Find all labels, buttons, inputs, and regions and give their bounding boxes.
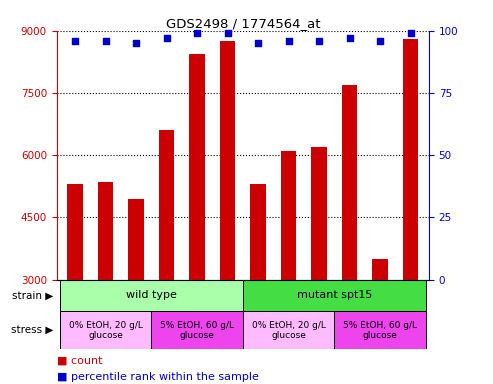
Point bbox=[346, 35, 353, 41]
Bar bbox=[151, 311, 243, 349]
Bar bbox=[243, 311, 334, 349]
Text: 5% EtOH, 60 g/L
glucose: 5% EtOH, 60 g/L glucose bbox=[160, 321, 234, 340]
Bar bbox=[60, 311, 151, 349]
Title: GDS2498 / 1774564_at: GDS2498 / 1774564_at bbox=[166, 17, 320, 30]
Point bbox=[193, 30, 201, 36]
Bar bbox=[189, 53, 205, 280]
Bar bbox=[403, 39, 418, 280]
Bar bbox=[281, 151, 296, 280]
Text: 5% EtOH, 60 g/L
glucose: 5% EtOH, 60 g/L glucose bbox=[343, 321, 417, 340]
Bar bbox=[250, 184, 266, 280]
Point bbox=[254, 40, 262, 46]
Text: 0% EtOH, 20 g/L
glucose: 0% EtOH, 20 g/L glucose bbox=[69, 321, 142, 340]
Point bbox=[71, 38, 79, 44]
Text: strain ▶: strain ▶ bbox=[12, 290, 53, 300]
Bar bbox=[98, 182, 113, 280]
Point bbox=[284, 38, 292, 44]
Bar bbox=[334, 311, 426, 349]
Text: ■ percentile rank within the sample: ■ percentile rank within the sample bbox=[57, 372, 258, 382]
Bar bbox=[373, 259, 387, 280]
Point bbox=[315, 38, 323, 44]
Text: ■ count: ■ count bbox=[57, 355, 102, 365]
Text: stress ▶: stress ▶ bbox=[10, 325, 53, 335]
Text: wild type: wild type bbox=[126, 290, 176, 300]
Point bbox=[163, 35, 171, 41]
Bar bbox=[342, 84, 357, 280]
Bar bbox=[243, 280, 426, 311]
Point bbox=[376, 38, 384, 44]
Point bbox=[224, 30, 232, 36]
Text: mutant spt15: mutant spt15 bbox=[297, 290, 372, 300]
Bar bbox=[312, 147, 327, 280]
Bar bbox=[68, 184, 83, 280]
Point bbox=[407, 30, 415, 36]
Bar bbox=[220, 41, 235, 280]
Point bbox=[102, 38, 109, 44]
Text: 0% EtOH, 20 g/L
glucose: 0% EtOH, 20 g/L glucose bbox=[251, 321, 325, 340]
Bar bbox=[128, 199, 143, 280]
Bar bbox=[60, 280, 243, 311]
Point bbox=[132, 40, 140, 46]
Bar bbox=[159, 130, 174, 280]
